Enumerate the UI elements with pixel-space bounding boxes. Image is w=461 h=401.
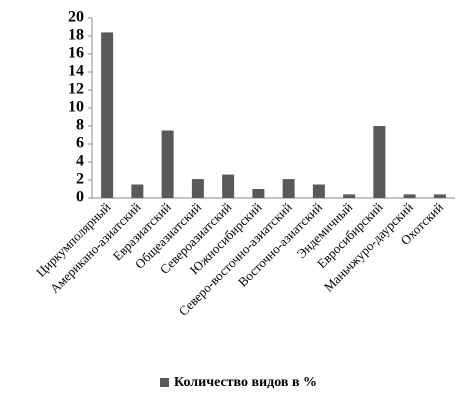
legend-label: Количество видов в % [174, 375, 317, 390]
y-tick-label: 14 [68, 63, 84, 80]
y-tick-label: 18 [68, 27, 84, 44]
y-tick-label: 12 [68, 81, 84, 98]
bar [161, 130, 174, 198]
bar [222, 174, 235, 198]
bar [343, 194, 356, 198]
bar [282, 179, 295, 198]
y-tick-label: 16 [68, 45, 84, 62]
bar [191, 179, 204, 198]
bar [131, 184, 144, 198]
bar [312, 184, 325, 198]
y-tick-label: 20 [68, 9, 84, 26]
bar [403, 194, 416, 198]
bar [252, 189, 265, 198]
bar [101, 32, 114, 199]
y-tick-label: 10 [68, 99, 84, 116]
y-tick-label: 4 [76, 153, 84, 170]
bar [433, 194, 446, 198]
y-tick-label: 0 [76, 189, 84, 206]
y-tick-label: 2 [76, 171, 84, 188]
legend-swatch [160, 378, 169, 387]
bar [373, 126, 386, 198]
y-tick-label: 6 [76, 135, 84, 152]
y-tick-label: 8 [76, 117, 84, 134]
